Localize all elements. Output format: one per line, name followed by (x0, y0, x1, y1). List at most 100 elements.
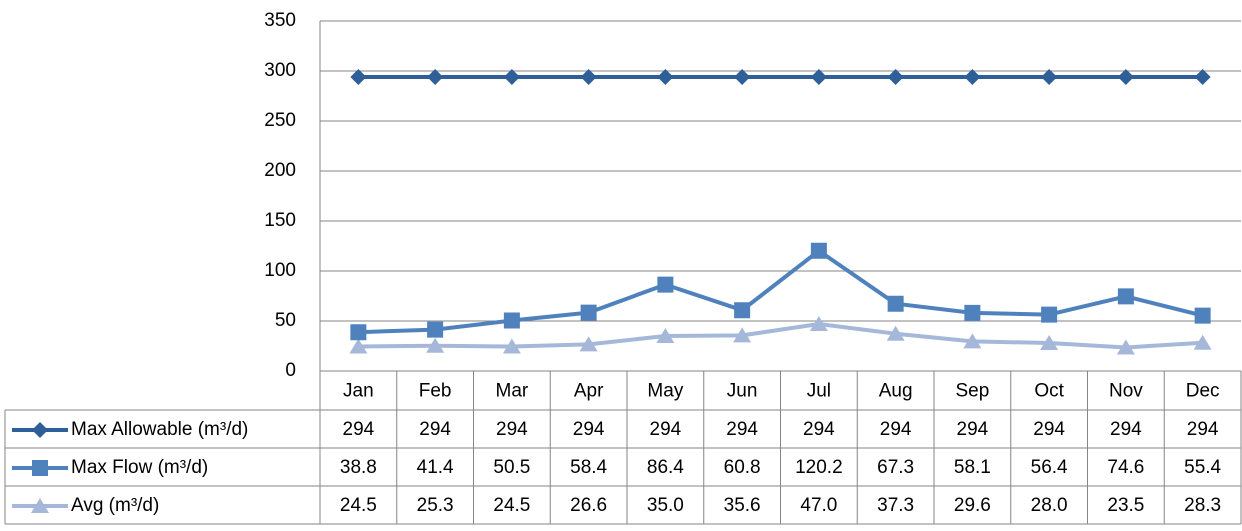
legend-label: Avg (m³/d) (71, 495, 159, 516)
x-tick-label: Sep (955, 381, 989, 402)
data-label: 37.3 (877, 495, 914, 516)
x-tick-label: Oct (1034, 381, 1064, 402)
marker (887, 69, 904, 85)
y-tick-label: 50 (275, 310, 296, 331)
marker (502, 338, 521, 354)
x-tick-label: Jun (727, 381, 758, 402)
data-label: 294 (496, 419, 528, 440)
marker (734, 69, 751, 85)
legend-marker (32, 460, 48, 476)
data-label: 60.8 (724, 457, 761, 478)
marker (1041, 306, 1058, 323)
marker (887, 295, 904, 312)
data-label: 47.0 (800, 495, 837, 516)
marker (810, 242, 827, 259)
marker (580, 304, 597, 321)
data-label: 35.0 (647, 495, 684, 516)
data-label: 294 (957, 419, 989, 440)
marker (657, 276, 674, 293)
data-label: 38.8 (340, 457, 377, 478)
marker (1194, 69, 1211, 85)
y-tick-label: 200 (264, 160, 296, 181)
x-tick-label: Jul (807, 381, 831, 402)
x-tick-label: Aug (879, 381, 913, 402)
marker (734, 302, 751, 319)
marker (427, 321, 444, 338)
data-label: 86.4 (647, 457, 684, 478)
x-tick-label: Feb (419, 381, 452, 402)
data-label: 294 (1187, 419, 1219, 440)
marker (1040, 335, 1059, 350)
marker (503, 69, 520, 85)
data-label: 294 (343, 419, 375, 440)
data-label: 28.0 (1031, 495, 1068, 516)
marker (964, 304, 981, 321)
y-tick-label: 150 (264, 210, 296, 231)
data-label: 294 (880, 419, 912, 440)
marker (964, 69, 981, 85)
marker (1116, 339, 1135, 355)
marker (1117, 69, 1134, 85)
y-tick-label: 100 (264, 260, 296, 281)
data-label: 24.5 (340, 495, 377, 516)
marker (1117, 288, 1134, 305)
marker (580, 69, 597, 85)
data-label: 35.6 (724, 495, 761, 516)
series-line (358, 322, 1203, 350)
marker (1193, 334, 1212, 350)
x-tick-label: Mar (496, 381, 529, 402)
marker (349, 338, 368, 354)
data-label: 294 (419, 419, 451, 440)
data-label: 294 (1110, 419, 1142, 440)
data-label: 24.5 (493, 495, 530, 516)
marker (1194, 307, 1211, 324)
data-label: 294 (726, 419, 758, 440)
marker (350, 324, 367, 341)
x-tick-label: Nov (1109, 381, 1143, 402)
data-label: 58.1 (954, 457, 991, 478)
marker (1041, 69, 1058, 85)
marker (579, 336, 598, 352)
marker (733, 327, 752, 343)
marker (426, 337, 445, 353)
marker (350, 69, 367, 85)
data-label: 23.5 (1107, 495, 1144, 516)
x-tick-label: Dec (1186, 381, 1220, 402)
y-tick-label: 300 (264, 60, 296, 81)
series-line (358, 248, 1204, 335)
data-label: 28.3 (1184, 495, 1221, 516)
legend-label: Max Flow (m³/d) (71, 457, 208, 478)
data-label: 294 (803, 419, 835, 440)
data-label: 41.4 (417, 457, 454, 478)
marker (886, 325, 905, 341)
legend-marker (32, 422, 48, 438)
legend-label: Max Allowable (m³/d) (71, 419, 248, 440)
data-label: 56.4 (1031, 457, 1068, 478)
x-tick-label: Jan (343, 381, 374, 402)
data-label: 67.3 (877, 457, 914, 478)
data-label: 120.2 (795, 457, 843, 478)
marker (809, 316, 828, 331)
data-label: 50.5 (493, 457, 530, 478)
data-label: 58.4 (570, 457, 607, 478)
data-label: 25.3 (417, 495, 454, 516)
legend-marker (31, 498, 49, 513)
x-tick-label: Apr (574, 381, 604, 402)
data-label: 29.6 (954, 495, 991, 516)
data-label: 294 (1033, 419, 1065, 440)
x-tick-label: May (647, 381, 683, 402)
marker (963, 333, 982, 349)
marker (810, 69, 827, 85)
y-tick-label: 350 (264, 10, 296, 31)
y-tick-label: 0 (285, 360, 296, 381)
data-label: 294 (650, 419, 682, 440)
data-label: 294 (573, 419, 605, 440)
marker (427, 69, 444, 85)
data-label: 26.6 (570, 495, 607, 516)
marker (503, 312, 520, 329)
marker (657, 69, 674, 85)
data-label: 74.6 (1107, 457, 1144, 478)
y-tick-label: 250 (264, 110, 296, 131)
data-label: 55.4 (1184, 457, 1221, 478)
